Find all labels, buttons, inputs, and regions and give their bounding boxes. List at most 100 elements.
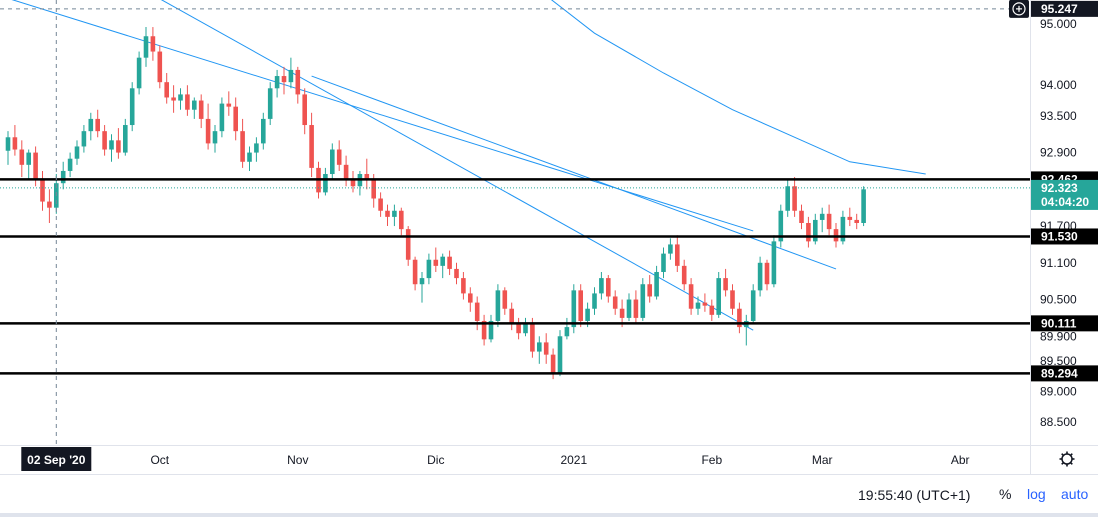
candle[interactable] <box>709 299 715 321</box>
candle[interactable] <box>599 271 604 300</box>
candle[interactable] <box>219 97 225 138</box>
candle[interactable] <box>461 271 466 300</box>
candle[interactable] <box>668 238 673 260</box>
candle[interactable] <box>502 287 508 315</box>
candle[interactable] <box>606 275 611 303</box>
candle[interactable] <box>537 336 542 364</box>
candle[interactable] <box>854 213 859 230</box>
candle[interactable] <box>813 213 818 245</box>
candle[interactable] <box>150 27 156 61</box>
candle[interactable] <box>336 140 342 171</box>
candle[interactable] <box>523 317 528 337</box>
candle[interactable] <box>819 207 825 233</box>
candle[interactable] <box>612 290 618 315</box>
candle[interactable] <box>847 207 853 227</box>
candle[interactable] <box>267 82 273 126</box>
candle[interactable] <box>778 204 784 248</box>
candle[interactable] <box>771 235 777 288</box>
candle[interactable] <box>509 302 514 331</box>
candle[interactable] <box>226 91 232 116</box>
candle[interactable] <box>806 216 811 248</box>
candles[interactable] <box>5 27 866 380</box>
candle[interactable] <box>102 125 107 156</box>
candle[interactable] <box>330 143 335 181</box>
plus-circle-icon[interactable] <box>1009 0 1029 18</box>
candle[interactable] <box>737 302 742 334</box>
candle[interactable] <box>95 109 100 138</box>
candle[interactable] <box>254 137 259 162</box>
candle[interactable] <box>571 284 577 334</box>
candle[interactable] <box>716 271 721 318</box>
candle[interactable] <box>661 247 666 279</box>
candle[interactable] <box>205 103 211 150</box>
candle[interactable] <box>454 262 459 285</box>
candle[interactable] <box>785 180 790 217</box>
candle[interactable] <box>564 317 570 340</box>
candle[interactable] <box>557 330 563 377</box>
candle[interactable] <box>495 284 501 328</box>
candle[interactable] <box>12 125 18 156</box>
candle[interactable] <box>185 85 190 116</box>
candle[interactable] <box>74 140 80 165</box>
candle[interactable] <box>309 112 314 178</box>
candle[interactable] <box>288 57 294 89</box>
candle[interactable] <box>681 259 687 291</box>
candle[interactable] <box>750 284 756 325</box>
candle[interactable] <box>516 317 521 340</box>
candle[interactable] <box>109 134 114 162</box>
candle[interactable] <box>695 296 701 315</box>
candle[interactable] <box>350 170 356 193</box>
candle[interactable] <box>198 94 204 129</box>
candle[interactable] <box>274 69 280 98</box>
candle[interactable] <box>799 204 804 230</box>
candle[interactable] <box>433 247 439 272</box>
log-scale-button[interactable]: log <box>1027 486 1046 502</box>
candle[interactable] <box>723 268 728 297</box>
time-axis[interactable]: Oct Nov Dic 2021 Feb Mar Abr <box>150 453 969 467</box>
candle[interactable] <box>19 140 25 178</box>
candle[interactable] <box>129 82 135 132</box>
horizontal-levels[interactable] <box>0 178 1030 375</box>
candle[interactable] <box>123 118 128 156</box>
candle[interactable] <box>157 45 163 89</box>
candle[interactable] <box>626 293 632 321</box>
candle[interactable] <box>826 204 832 236</box>
gear-icon[interactable] <box>1059 451 1075 467</box>
candle[interactable] <box>861 186 866 227</box>
candle[interactable] <box>40 170 45 211</box>
candle[interactable] <box>143 27 149 67</box>
candle[interactable] <box>281 66 287 95</box>
candle[interactable] <box>744 314 749 346</box>
price-chart[interactable]: 95.00094.00093.50092.90092.30091.70091.1… <box>0 0 1098 474</box>
candle[interactable] <box>399 207 404 236</box>
candle[interactable] <box>178 88 183 110</box>
candle[interactable] <box>764 259 770 291</box>
candle[interactable] <box>212 125 218 153</box>
candle[interactable] <box>240 118 245 168</box>
candle[interactable] <box>247 146 252 171</box>
candle[interactable] <box>792 177 797 217</box>
candle[interactable] <box>192 97 197 119</box>
candle[interactable] <box>592 287 597 315</box>
candle[interactable] <box>385 204 390 227</box>
candle[interactable] <box>364 158 370 190</box>
candle[interactable] <box>164 72 169 104</box>
candle[interactable] <box>419 271 425 303</box>
candle[interactable] <box>405 226 411 266</box>
auto-scale-button[interactable]: auto <box>1061 486 1089 502</box>
candle[interactable] <box>81 125 87 153</box>
candle[interactable] <box>88 112 94 141</box>
candle[interactable] <box>675 235 680 272</box>
candle[interactable] <box>136 51 142 95</box>
candle[interactable] <box>233 97 238 141</box>
candle[interactable] <box>543 333 549 364</box>
candle[interactable] <box>67 152 73 178</box>
candle[interactable] <box>702 293 708 312</box>
candle[interactable] <box>730 284 735 315</box>
candle[interactable] <box>481 314 487 346</box>
candle[interactable] <box>426 253 432 285</box>
candle[interactable] <box>440 253 445 279</box>
candle[interactable] <box>633 290 639 325</box>
candle[interactable] <box>295 66 301 104</box>
candle[interactable] <box>688 278 694 315</box>
